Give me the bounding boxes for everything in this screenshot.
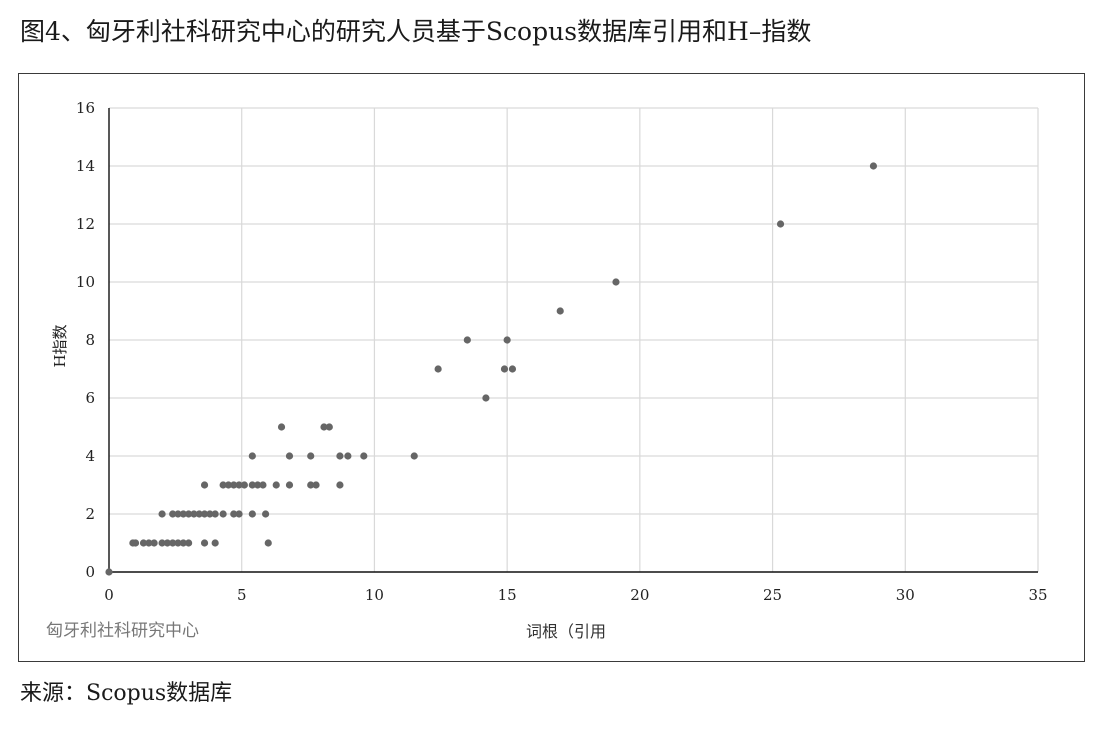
data-point bbox=[105, 568, 113, 576]
data-point bbox=[272, 481, 280, 489]
data-point bbox=[360, 452, 368, 460]
data-point bbox=[869, 162, 878, 170]
data-point bbox=[254, 481, 262, 489]
data-point bbox=[776, 220, 785, 228]
data-point bbox=[285, 452, 294, 460]
data-point bbox=[285, 481, 294, 489]
axis-layer bbox=[108, 108, 1038, 573]
data-point bbox=[179, 510, 187, 518]
data-point bbox=[200, 481, 209, 489]
x-tick-label: 0 bbox=[104, 586, 114, 604]
x-axis-label: 词根（引用 bbox=[526, 622, 606, 641]
data-point bbox=[163, 539, 171, 547]
x-tick-label: 30 bbox=[896, 586, 915, 604]
data-point bbox=[179, 539, 187, 547]
data-point bbox=[235, 510, 243, 518]
data-point bbox=[248, 481, 256, 489]
y-tick-label: 2 bbox=[85, 505, 95, 523]
data-point bbox=[206, 510, 214, 518]
y-tick-label: 16 bbox=[76, 99, 95, 117]
x-tick-label: 10 bbox=[365, 586, 384, 604]
data-point bbox=[336, 452, 344, 460]
data-point bbox=[211, 539, 219, 547]
x-tick-label: 25 bbox=[763, 586, 782, 604]
x-tick-label: 5 bbox=[237, 586, 247, 604]
y-tick-label: 10 bbox=[76, 273, 95, 291]
data-point bbox=[259, 481, 267, 489]
y-tick-label: 14 bbox=[76, 157, 95, 175]
data-point bbox=[185, 539, 193, 547]
data-point bbox=[169, 539, 177, 547]
data-point bbox=[410, 452, 418, 460]
data-point bbox=[556, 307, 564, 315]
data-point bbox=[195, 510, 203, 518]
data-point bbox=[240, 481, 248, 489]
data-point bbox=[434, 365, 442, 373]
data-point bbox=[248, 510, 256, 518]
data-point bbox=[235, 481, 243, 489]
data-point bbox=[307, 452, 315, 460]
data-point bbox=[190, 510, 198, 518]
data-point bbox=[200, 510, 209, 518]
data-point bbox=[150, 539, 158, 547]
data-point bbox=[262, 510, 270, 518]
tick-labels: 0 5 10 15 20 25 30 35 0 2 4 6 8 10 12 14 16 bbox=[76, 99, 1048, 604]
data-point bbox=[336, 481, 344, 489]
x-tick-label: 35 bbox=[1028, 586, 1047, 604]
data-point bbox=[158, 510, 166, 518]
data-point bbox=[463, 336, 471, 344]
data-point bbox=[508, 365, 517, 373]
data-point bbox=[500, 365, 509, 373]
y-axis-label: H指数 bbox=[51, 324, 69, 367]
data-point bbox=[219, 510, 227, 518]
data-point bbox=[248, 452, 256, 460]
data-point bbox=[174, 539, 182, 547]
data-point bbox=[219, 481, 227, 489]
y-tick-label: 6 bbox=[85, 389, 95, 407]
data-point bbox=[200, 539, 209, 547]
source-note: 来源：Scopus数据库 bbox=[20, 681, 233, 706]
data-point bbox=[224, 481, 233, 489]
data-point bbox=[139, 539, 148, 547]
x-tick-label: 15 bbox=[498, 586, 517, 604]
data-point bbox=[169, 510, 177, 518]
data-point bbox=[503, 336, 511, 344]
data-point bbox=[230, 481, 238, 489]
y-tick-label: 4 bbox=[85, 447, 95, 465]
data-point bbox=[230, 510, 238, 518]
scatter-chart: 0 5 10 15 20 25 30 35 0 2 4 6 8 10 12 14 16 H指数 匈牙利社科研究中… bbox=[46, 99, 1048, 641]
data-point bbox=[320, 423, 328, 431]
data-point bbox=[344, 452, 352, 460]
data-point bbox=[158, 539, 166, 547]
data-point bbox=[325, 423, 333, 431]
data-point bbox=[312, 481, 320, 489]
grid-layer bbox=[109, 107, 1039, 572]
data-points bbox=[105, 162, 878, 576]
figure-title: 图4、匈牙利社科研究中心的研究人员基于Scopus数据库引用和H–指数 bbox=[20, 17, 812, 46]
data-point bbox=[277, 423, 286, 431]
chart-annotation: 匈牙利社科研究中心 bbox=[46, 621, 199, 641]
chart-frame: 0 5 10 15 20 25 30 35 0 2 4 6 8 10 12 14 16 H指数 匈牙利社科研究中… bbox=[18, 73, 1085, 662]
data-point bbox=[174, 510, 182, 518]
data-point bbox=[482, 394, 490, 402]
data-point bbox=[307, 481, 315, 489]
data-point bbox=[145, 539, 153, 547]
data-point bbox=[131, 539, 140, 547]
data-point bbox=[185, 510, 193, 518]
y-tick-label: 8 bbox=[85, 331, 95, 349]
x-tick-label: 20 bbox=[630, 586, 649, 604]
data-point bbox=[264, 539, 272, 547]
y-tick-label: 12 bbox=[76, 215, 95, 233]
y-tick-label: 0 bbox=[85, 563, 95, 581]
data-point bbox=[211, 510, 219, 518]
data-point bbox=[612, 278, 620, 286]
